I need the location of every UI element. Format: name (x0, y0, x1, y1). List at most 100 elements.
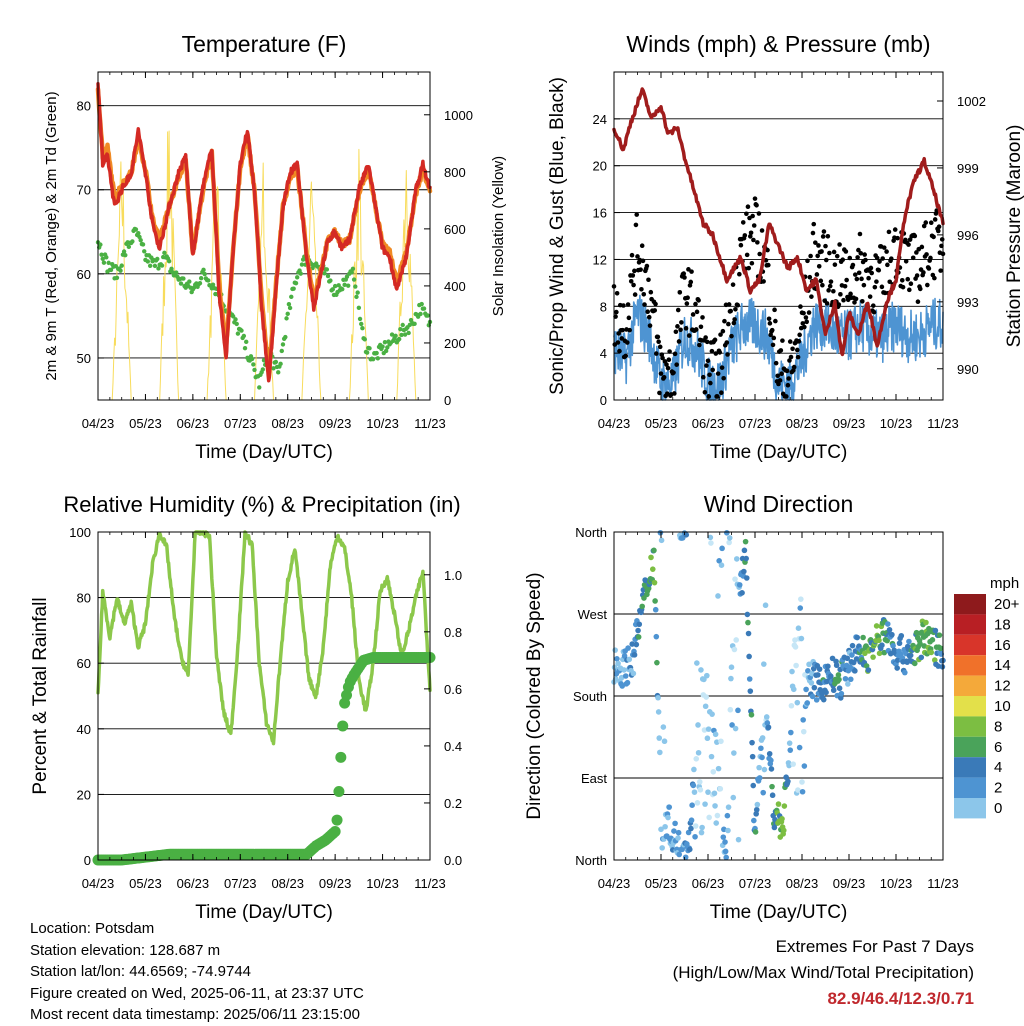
dewpoint-point (108, 267, 114, 273)
wind-direction-point (936, 632, 943, 638)
wind-direction-point (708, 540, 714, 546)
wind-direction-point (786, 740, 793, 746)
y-tick-label: 12 (593, 252, 607, 267)
gust-point (724, 340, 730, 345)
x-tick-label: 05/23 (129, 876, 162, 891)
wind-direction-point (765, 724, 772, 731)
wind-direction-point (626, 656, 633, 663)
station-latlon: Station lat/lon: 44.6569; -74.9744 (30, 963, 252, 980)
wind-direction-point (706, 814, 712, 821)
gust-point (931, 234, 936, 240)
panel-title: Relative Humidity (%) & Precipitation (i… (63, 492, 460, 517)
wind-direction-point (671, 828, 677, 834)
gust-point (874, 279, 879, 284)
gust-point (672, 391, 677, 396)
wind-direction-point (736, 582, 743, 588)
legend-swatch (954, 594, 986, 615)
x-axis-label: Time (Day/UTC) (195, 442, 333, 463)
wind-direction-point (913, 629, 920, 636)
gust-point (755, 240, 760, 245)
gust-point (657, 344, 663, 350)
wind-direction-point (693, 756, 700, 762)
wind-direction-point (806, 661, 812, 668)
gust-point (905, 276, 911, 282)
gust-point (775, 373, 781, 379)
wind-direction-point (787, 747, 794, 753)
wind-direction-point (799, 788, 806, 795)
y-tick-label: 80 (77, 99, 91, 114)
wind-direction-point (710, 768, 717, 775)
precip-point (335, 751, 347, 763)
y-tick-label: 40 (77, 722, 91, 737)
dewpoint-point (152, 263, 158, 269)
x-tick-label: 11/23 (414, 876, 446, 891)
gust-point (884, 249, 889, 254)
gust-point (693, 301, 698, 307)
x-tick-label: 04/23 (598, 416, 631, 431)
wind-direction-point (792, 644, 799, 650)
gust-point (767, 321, 773, 326)
gust-point (856, 270, 862, 276)
dewpoint-point (121, 249, 127, 254)
gust-point (614, 309, 619, 315)
gust-point (843, 249, 849, 254)
wind-direction-point (746, 653, 752, 660)
y2-tick-label: 0.8 (444, 625, 462, 640)
wind-direction-point (789, 668, 795, 675)
gust-point (852, 300, 857, 305)
wind-direction-point (781, 803, 788, 809)
gust-point (766, 316, 772, 322)
y2-tick-label: 0 (444, 393, 451, 408)
gust-point (784, 368, 790, 374)
gust-point (832, 262, 838, 267)
x-tick-label: 04/23 (82, 876, 115, 891)
gust-point (675, 307, 681, 313)
legend-swatch (954, 716, 986, 737)
wind-direction-point (615, 660, 621, 667)
gust-point (834, 253, 840, 259)
gust-point (640, 258, 646, 264)
gust-point (752, 196, 758, 201)
dewpoint-point (325, 273, 331, 279)
wind-direction-point (666, 804, 673, 810)
dewpoint-point (242, 345, 248, 351)
wind-direction-point (675, 829, 682, 836)
gust-point (704, 339, 710, 345)
wind-direction-point (735, 836, 742, 843)
x-tick-label: 10/23 (880, 876, 913, 891)
gust-point (645, 309, 650, 315)
wind-direction-point (785, 778, 791, 785)
gust-point (698, 324, 704, 330)
gust-point (750, 213, 755, 219)
wind-direction-point (665, 814, 671, 821)
x-tick-label: 11/23 (414, 416, 446, 431)
wind-direction-point (749, 753, 756, 760)
dewpoint-point (159, 263, 165, 268)
wind-direction-point (788, 702, 795, 709)
wind-direction-point (657, 749, 663, 756)
gust-point (726, 321, 731, 327)
wind-direction-point (695, 749, 702, 756)
dewpoint-point (130, 239, 135, 244)
wind-direction-point (655, 694, 661, 701)
panel-title: Wind Direction (704, 491, 854, 517)
x-tick-label: 05/23 (129, 416, 162, 431)
wind-direction-point (715, 765, 722, 772)
wind-direction-point (825, 663, 831, 670)
wind-direction-point (886, 626, 893, 633)
x-tick-label: 07/23 (224, 876, 257, 891)
gust-point (938, 268, 943, 273)
x-tick-label: 10/23 (880, 416, 913, 431)
dewpoint-point (138, 237, 143, 243)
wind-direction-point (614, 655, 620, 662)
gust-point (859, 276, 864, 282)
wind-direction-point (658, 537, 665, 544)
gust-point (614, 291, 620, 296)
wind-speed-line (613, 294, 944, 401)
gust-point (880, 256, 885, 261)
gust-point (889, 256, 894, 261)
y2-tick-label: 600 (444, 222, 466, 237)
wind-direction-point (865, 667, 872, 673)
x-tick-label: 11/23 (927, 416, 959, 431)
gust-point (776, 381, 781, 387)
